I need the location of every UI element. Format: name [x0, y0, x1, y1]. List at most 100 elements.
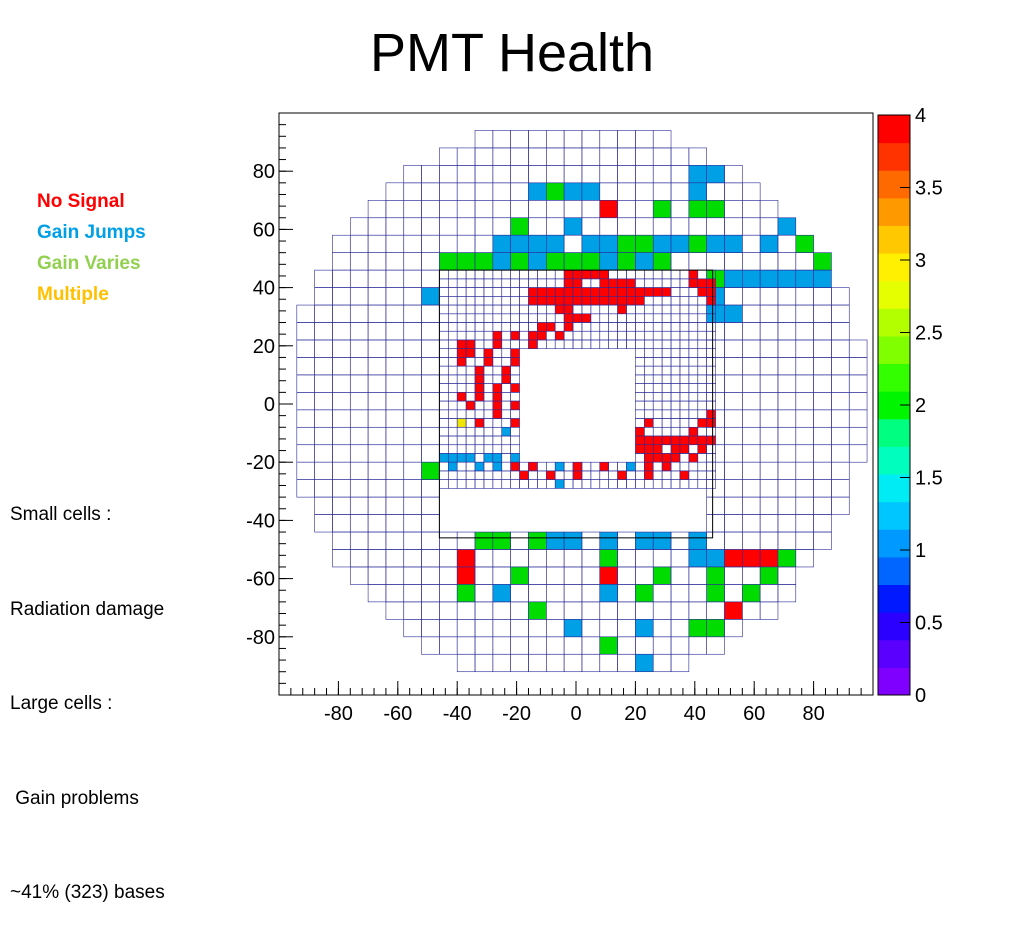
large-cell	[599, 531, 618, 550]
large-cell	[795, 339, 814, 358]
large-cell	[367, 304, 387, 323]
large-cell	[421, 426, 440, 446]
large-cell	[421, 444, 440, 463]
small-cell	[652, 479, 663, 489]
large-cell	[314, 426, 333, 446]
large-cell	[795, 234, 814, 253]
small-cell	[537, 296, 547, 306]
large-cell	[456, 653, 476, 673]
large-cell	[635, 566, 654, 585]
small-cell	[492, 392, 503, 402]
large-cell	[724, 409, 743, 428]
small-cell	[537, 479, 547, 489]
large-cell	[813, 392, 832, 411]
small-cell	[528, 339, 538, 350]
large-cell	[652, 200, 672, 219]
small-cell	[670, 330, 681, 341]
small-cell	[608, 479, 618, 489]
large-cell	[474, 584, 494, 603]
large-cell	[349, 339, 369, 358]
colorbar-swatch	[878, 556, 910, 586]
large-cell	[724, 287, 743, 306]
large-cell	[670, 601, 690, 620]
large-cell	[688, 584, 707, 603]
large-cell	[332, 234, 351, 253]
small-cell	[590, 461, 601, 472]
small-cell	[483, 269, 494, 280]
small-cell	[492, 453, 503, 463]
large-cell	[635, 549, 654, 568]
small-cell	[510, 409, 520, 419]
small-cell	[661, 357, 672, 367]
y-tick-label: 20	[253, 336, 275, 358]
small-cell	[688, 322, 699, 332]
small-cell	[635, 269, 645, 280]
large-cell	[314, 287, 333, 306]
small-cell	[447, 392, 458, 402]
large-cell	[831, 444, 850, 463]
large-cell	[332, 339, 351, 358]
large-cell	[403, 601, 422, 620]
large-cell	[688, 531, 707, 550]
small-cell	[537, 322, 547, 332]
large-cell	[492, 147, 511, 166]
small-cell	[439, 374, 449, 384]
large-cell	[456, 601, 476, 620]
colorbar-tick-label: 0	[915, 685, 926, 707]
small-cell	[474, 348, 485, 358]
colorbar-tick-label: 1	[915, 540, 926, 562]
colorbar-swatch	[878, 280, 910, 309]
large-cell	[349, 374, 369, 393]
large-cell	[367, 200, 387, 219]
small-cell	[590, 330, 601, 341]
legend-gain-varies: Gain Varies	[37, 253, 141, 274]
small-cell	[456, 374, 467, 384]
large-cell	[759, 601, 779, 620]
small-cell	[474, 383, 485, 393]
large-cell	[510, 619, 529, 638]
small-cell	[626, 269, 636, 280]
small-cell	[706, 339, 716, 350]
large-cell	[777, 392, 797, 411]
large-cell	[617, 531, 636, 550]
large-cell	[474, 549, 494, 568]
small-cell	[501, 330, 511, 341]
large-cell	[599, 200, 618, 219]
large-cell	[456, 584, 476, 603]
large-cell	[652, 566, 672, 585]
large-cell	[706, 200, 725, 219]
small-cell	[688, 444, 699, 454]
colorbar-swatch	[878, 612, 910, 641]
colorbar-swatch	[878, 501, 910, 530]
large-cell	[421, 566, 440, 585]
large-cell	[617, 165, 636, 184]
small-cell	[661, 453, 672, 463]
small-cell	[670, 278, 681, 288]
large-cell	[474, 165, 494, 184]
large-cell	[439, 636, 458, 655]
large-cell	[599, 619, 618, 638]
small-cell	[528, 470, 538, 480]
small-cell	[545, 470, 556, 480]
large-cell	[742, 531, 761, 550]
x-tick-label: 40	[684, 703, 706, 725]
large-cell	[385, 339, 405, 358]
large-cell	[439, 619, 458, 638]
large-cell	[724, 374, 743, 393]
small-cell	[635, 365, 645, 376]
small-cell	[483, 287, 494, 297]
small-cell	[608, 296, 618, 306]
small-cell	[608, 322, 618, 332]
small-cell	[635, 409, 645, 419]
small-cell	[617, 278, 627, 288]
large-cell	[599, 234, 618, 253]
large-cell	[652, 549, 672, 568]
small-cell	[519, 313, 529, 323]
large-cell	[777, 514, 797, 533]
large-cell	[742, 182, 761, 201]
small-cell	[537, 313, 547, 323]
large-cell	[688, 217, 707, 236]
small-cell	[483, 313, 494, 323]
large-cell	[528, 636, 547, 655]
large-cell	[492, 636, 511, 655]
